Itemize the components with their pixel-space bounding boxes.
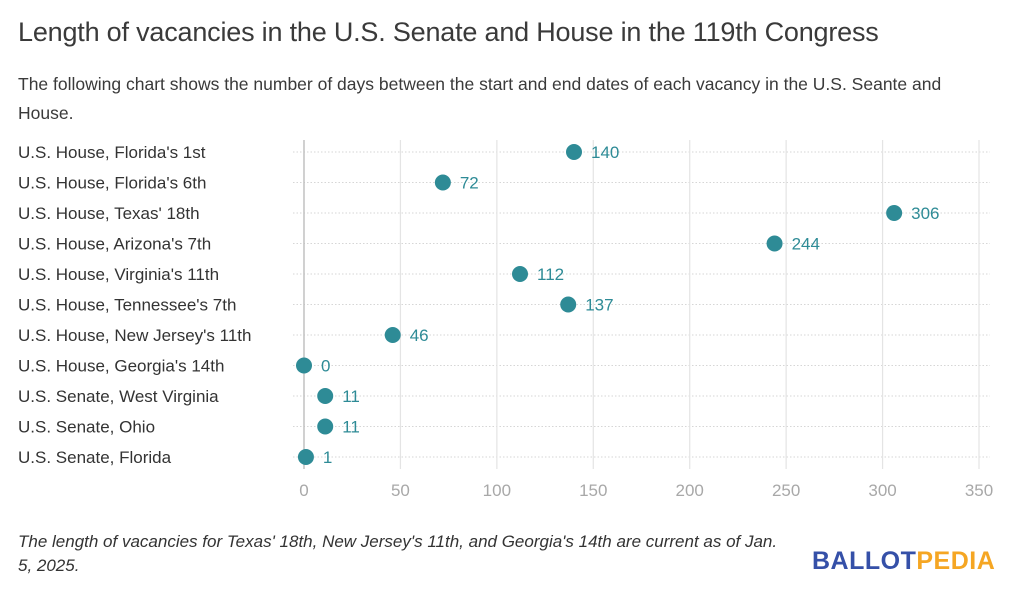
row-label: U.S. House, Virginia's 11th <box>18 265 219 284</box>
x-tick-label: 200 <box>676 481 704 500</box>
data-label: 244 <box>792 235 820 254</box>
row-label: U.S. Senate, West Virginia <box>18 387 219 406</box>
data-label: 11 <box>342 387 360 406</box>
data-label: 72 <box>460 174 479 193</box>
chart-subtitle: The following chart shows the number of … <box>18 74 942 123</box>
data-label: 1 <box>323 448 332 467</box>
footnote: The length of vacancies for Texas' 18th,… <box>18 532 778 575</box>
data-point <box>886 205 903 221</box>
data-point <box>297 449 314 465</box>
data-label: 46 <box>410 326 429 345</box>
data-point <box>317 418 334 435</box>
row-label: U.S. House, Arizona's 7th <box>18 235 211 254</box>
data-point <box>296 357 312 374</box>
row-label: U.S. House, Florida's 6th <box>18 174 206 193</box>
row-label: U.S. House, Georgia's 14th <box>18 357 224 376</box>
data-point <box>384 327 401 343</box>
row-label: U.S. House, Florida's 1st <box>18 143 206 162</box>
row-label: U.S. Senate, Ohio <box>18 418 155 437</box>
row-label: U.S. Senate, Florida <box>18 448 172 467</box>
x-tick-label: 350 <box>965 481 993 500</box>
x-tick-label: 150 <box>579 481 607 500</box>
logo-pedia: PEDIA <box>916 547 996 575</box>
ballotpedia-logo: BALLOTPEDIA <box>812 547 995 576</box>
x-tick-label: 0 <box>299 481 308 500</box>
x-tick-label: 50 <box>391 481 410 500</box>
x-axis-ticks: 0 50 100 150 200 250 300 350 <box>299 481 993 500</box>
data-label: 137 <box>585 296 613 315</box>
data-point <box>560 296 577 313</box>
row-label: U.S. House, Tennessee's 7th <box>18 296 236 315</box>
data-label: 306 <box>911 204 939 223</box>
logo-ballot: BALLOT <box>812 547 917 575</box>
data-point <box>317 388 334 404</box>
x-tick-label: 250 <box>772 481 800 500</box>
row-labels: U.S. House, Florida's 1st U.S. House, Flo… <box>18 143 251 467</box>
data-point <box>766 235 783 252</box>
data-label: 0 <box>321 357 330 376</box>
chart-title: Length of vacancies in the U.S. Senate a… <box>18 17 879 47</box>
grid <box>293 140 990 469</box>
data-label: 112 <box>537 265 564 284</box>
data-label: 140 <box>591 143 619 162</box>
row-label: U.S. House, Texas' 18th <box>18 204 200 223</box>
data-point <box>512 266 528 282</box>
data-point <box>434 174 451 191</box>
x-tick-label: 100 <box>483 481 511 500</box>
x-tick-label: 300 <box>868 481 896 500</box>
data-label: 11 <box>342 418 360 437</box>
row-label: U.S. House, New Jersey's 11th <box>18 326 251 345</box>
data-point <box>566 144 582 160</box>
